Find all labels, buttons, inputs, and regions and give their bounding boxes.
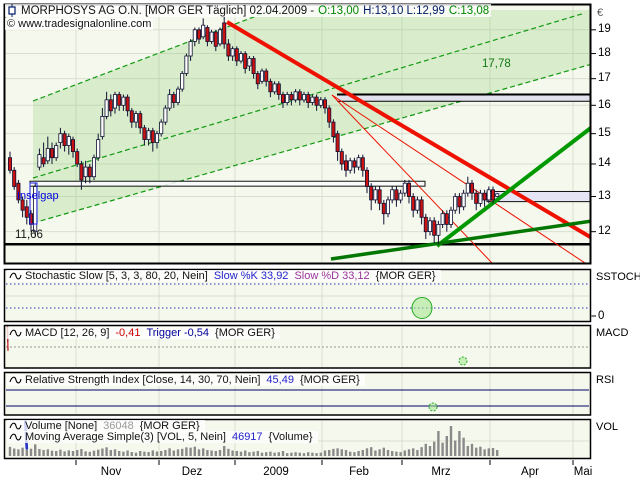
volume-ma-symbol: {Volume} [268,431,313,443]
rsi-axis-label: RSI [596,374,615,386]
stochastic-zero-tick: 0 [598,310,605,322]
price-tick-label: 18 [598,47,611,60]
stochastic-d-value: Slow %D 33,12 [294,270,370,282]
month-label: Nov [100,466,122,478]
wave-icon [9,272,22,279]
price-tick-label: 12 [598,225,611,238]
copyright-label: © www.tradesignalonline.com [5,18,154,30]
channel-price-label[interactable]: 17,78 [482,58,511,70]
price-tick-label: 13 [598,190,611,203]
stochastic-symbol: {MOR GER} [375,270,436,282]
close-value: C:13,08 [448,4,490,17]
rsi-value: 45,49 [266,374,294,386]
rsi-header[interactable]: Relative Strength Index [Close, 14, 30, … [7,374,365,386]
volume-symbol: {MOR GER} [139,420,200,432]
price-tick-label: 19 [598,23,611,36]
rsi-name: Relative Strength Index [Close, 14, 30, … [25,374,261,386]
rsi-panel [0,0,589,480]
stochastic-name: Stochastic Slow [5, 3, 3, 80, 20, Nein] [25,270,208,282]
symbol-title: MORPHOSYS AG O.N. [MOR GER Täglich] 02.0… [21,4,315,17]
price-tick-label: 17 [598,72,611,85]
currency-symbol: € [597,7,604,19]
open-value: O:13,00 [318,4,360,17]
volume-ma-value: 46917 [231,431,263,443]
inselgap-label[interactable]: Inselgap [17,190,59,202]
volume-header[interactable]: Volume [None] 36048 {MOR GER} [7,420,205,432]
candlestick-icon [8,4,16,17]
macd-axis-label: MACD [596,327,629,339]
volume-panel [8,420,499,456]
macd-header[interactable]: MACD [12, 26, 9] -0,41 Trigger -0,54 {MO… [7,327,280,339]
wave-icon [9,376,22,383]
macd-trigger-value: Trigger -0,54 [146,327,210,339]
month-label: Dez [181,466,203,478]
chart-title-bar: MORPHOSYS AG O.N. [MOR GER Täglich] 02.0… [5,4,492,17]
macd-symbol: {MOR GER} [215,327,275,339]
wave-icon [9,422,22,429]
macd-value: -0,41 [115,327,141,339]
price-tick-label: 15 [598,127,611,140]
macd-panel [6,326,589,366]
volume-ma-header[interactable]: Moving Average Simple(3) [VOL, 5, Nein] … [7,431,318,443]
stochastic-k-value: Slow %K 33,92 [213,270,289,282]
month-label: Apr [521,466,539,478]
month-label: 2009 [263,466,289,478]
stochastic-panel [0,0,589,480]
volume-name: Volume [None] [25,420,98,432]
price-tick-label: 16 [598,98,611,111]
month-label: Feb [349,466,369,478]
stochastic-axis-label: SSTOCH [596,271,640,283]
macd-name: MACD [12, 26, 9] [25,327,110,339]
stochastic-header[interactable]: Stochastic Slow [5, 3, 3, 80, 20, Nein] … [7,270,441,282]
high-low-value: H:13,10 L:12,99 [363,4,445,17]
volume-value: 36048 [103,420,134,432]
rsi-symbol: {MOR GER} [299,374,360,386]
volume-axis-label: VOL [596,421,619,433]
wave-icon [9,329,22,336]
month-label: Mai [573,466,593,478]
price-tick-label: 14 [598,157,611,170]
volume-ma-name: Moving Average Simple(3) [VOL, 5, Nein] [25,431,226,443]
wave-icon [9,433,22,440]
month-label: Mrz [431,466,451,478]
main-price-panel [5,9,590,263]
support-price-label[interactable]: 11,66 [15,229,43,241]
